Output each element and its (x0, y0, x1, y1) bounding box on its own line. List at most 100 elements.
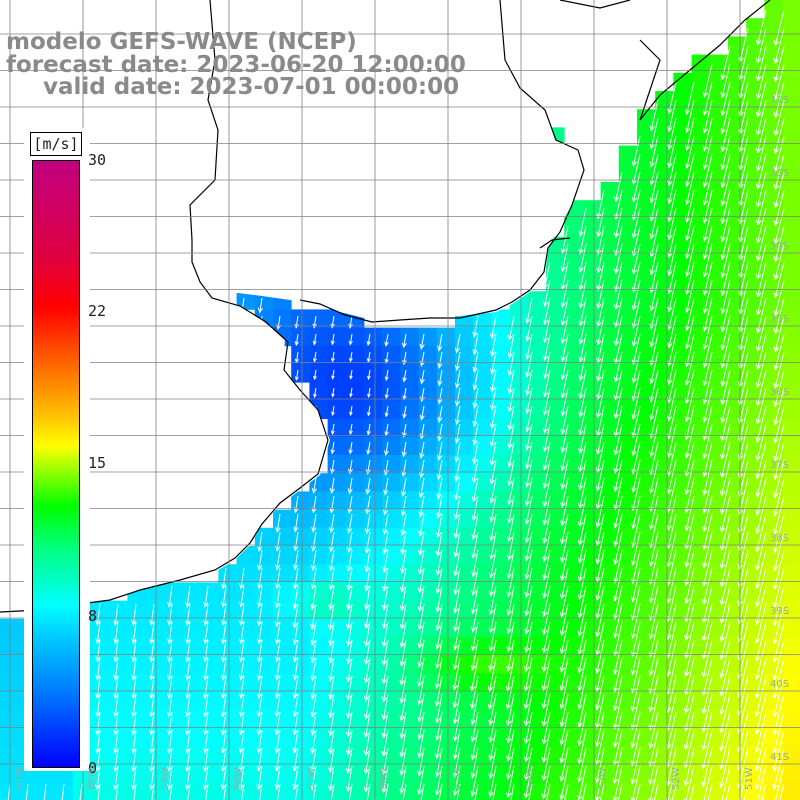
wind-speed-cell (618, 200, 638, 219)
wind-speed-cell (764, 527, 783, 547)
wind-speed-cell (782, 473, 800, 492)
wind-speed-cell (637, 509, 656, 529)
wind-arrow (399, 693, 407, 722)
wind-arrow (648, 531, 659, 567)
wind-arrow (756, 63, 767, 100)
wind-speed-cell (709, 709, 729, 729)
longitude-label: 56W (379, 767, 390, 790)
wind-speed-cell (746, 600, 765, 620)
wind-arrow (667, 279, 677, 313)
wind-arrow (685, 261, 695, 296)
wind-speed-cell (582, 236, 601, 256)
wind-arrow (238, 711, 245, 736)
wind-arrow (95, 621, 101, 645)
wind-arrow (489, 315, 497, 340)
wind-arrow (437, 333, 443, 352)
wind-arrow (329, 495, 335, 514)
wind-arrow (220, 693, 227, 718)
wind-arrow (507, 369, 515, 395)
wind-arrow (131, 657, 137, 681)
wind-speed-cell (327, 418, 347, 438)
wind-arrow (595, 711, 605, 748)
wind-speed-cell (709, 436, 729, 456)
wind-arrow (689, 783, 695, 800)
wind-arrow (399, 603, 407, 630)
wind-arrow (367, 405, 371, 417)
wind-arrow (761, 783, 767, 800)
wind-speed-cell (582, 291, 601, 310)
wind-speed-cell (291, 728, 310, 747)
wind-arrow (684, 513, 695, 550)
wind-arrow (720, 279, 731, 315)
wind-speed-cell (618, 564, 638, 583)
wind-speed-cell (764, 200, 783, 219)
wind-arrow (131, 747, 137, 773)
wind-arrow (506, 747, 515, 781)
wind-speed-cell (782, 527, 800, 547)
latitude-label: 37S (770, 460, 790, 471)
wind-speed-cell (546, 618, 565, 638)
wind-speed-cell (72, 782, 92, 800)
wind-arrow (488, 729, 497, 762)
wind-speed-cell (600, 546, 620, 565)
wind-speed-cell (564, 309, 583, 328)
wind-arrow (773, 171, 785, 209)
wind-speed-cell (364, 728, 383, 747)
wind-arrow (505, 675, 515, 711)
wind-speed-cell (473, 327, 492, 347)
wind-speed-cell (364, 400, 383, 419)
wind-speed-cell (364, 637, 383, 656)
wind-speed-cell (254, 527, 274, 547)
wind-arrow (719, 531, 731, 570)
wind-speed-cell (473, 418, 492, 438)
wind-arrow (684, 387, 695, 423)
wind-arrow (559, 621, 569, 655)
latitude-label: 34S (770, 241, 790, 252)
wind-arrow (560, 387, 569, 417)
wind-arrow (471, 549, 479, 578)
wind-speed-cell (218, 637, 237, 656)
wind-speed-cell (782, 218, 800, 237)
wind-speed-cell (764, 655, 783, 674)
forecast-date: forecast date: 2023-06-20 12:00:00 (6, 52, 466, 78)
wind-arrow (702, 63, 713, 98)
wind-speed-cell (728, 782, 747, 800)
wind-arrow (595, 747, 605, 784)
wind-arrow (737, 513, 749, 552)
wind-arrow (773, 207, 785, 245)
wind-arrow (238, 747, 245, 773)
wind-speed-cell (728, 273, 747, 292)
wind-speed-cell (145, 691, 165, 711)
wind-arrow (653, 783, 659, 800)
wind-arrow (737, 531, 749, 571)
wind-arrow (649, 99, 659, 132)
wind-arrow (382, 531, 389, 555)
wind-speed-cell (436, 364, 456, 383)
wind-arrow (293, 549, 299, 571)
wind-arrow (384, 441, 389, 457)
wind-speed-cell (546, 546, 565, 565)
wind-arrow (328, 567, 335, 591)
wind-speed-cell (728, 600, 747, 620)
wind-speed-cell (200, 764, 219, 783)
wind-arrow (488, 585, 497, 616)
wind-speed-cell (618, 436, 638, 456)
wind-arrow (524, 603, 533, 635)
wind-arrow (399, 639, 407, 667)
wind-speed-cell (764, 36, 783, 55)
wind-speed-cell (728, 382, 747, 401)
wind-speed-cell (491, 455, 510, 474)
wind-arrow (399, 675, 407, 704)
wind-speed-cell (746, 400, 765, 419)
wind-arrow (701, 603, 713, 642)
wind-arrow (151, 783, 155, 800)
wind-speed-cell (455, 400, 474, 419)
wind-arrow (238, 603, 245, 627)
wind-speed-cell (618, 764, 638, 783)
wind-speed-cell (655, 254, 674, 274)
wind-speed-cell (382, 400, 401, 419)
wind-arrow (772, 603, 785, 645)
wind-arrow (667, 99, 677, 133)
wind-speed-cell (637, 291, 656, 310)
wind-speed-cell (637, 400, 656, 419)
